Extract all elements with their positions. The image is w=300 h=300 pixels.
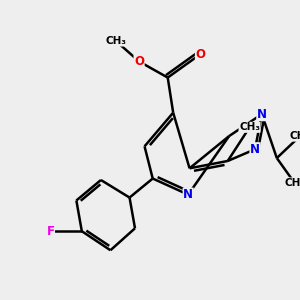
Text: N: N <box>183 188 193 201</box>
Text: F: F <box>46 225 55 238</box>
Text: N: N <box>250 143 260 156</box>
Text: CH₃: CH₃ <box>105 36 126 46</box>
Text: O: O <box>134 55 144 68</box>
Text: CH₃: CH₃ <box>284 178 300 188</box>
Text: O: O <box>196 48 206 61</box>
Text: CH₃: CH₃ <box>239 122 260 132</box>
Text: CH₃: CH₃ <box>290 131 300 141</box>
Text: N: N <box>257 108 267 121</box>
